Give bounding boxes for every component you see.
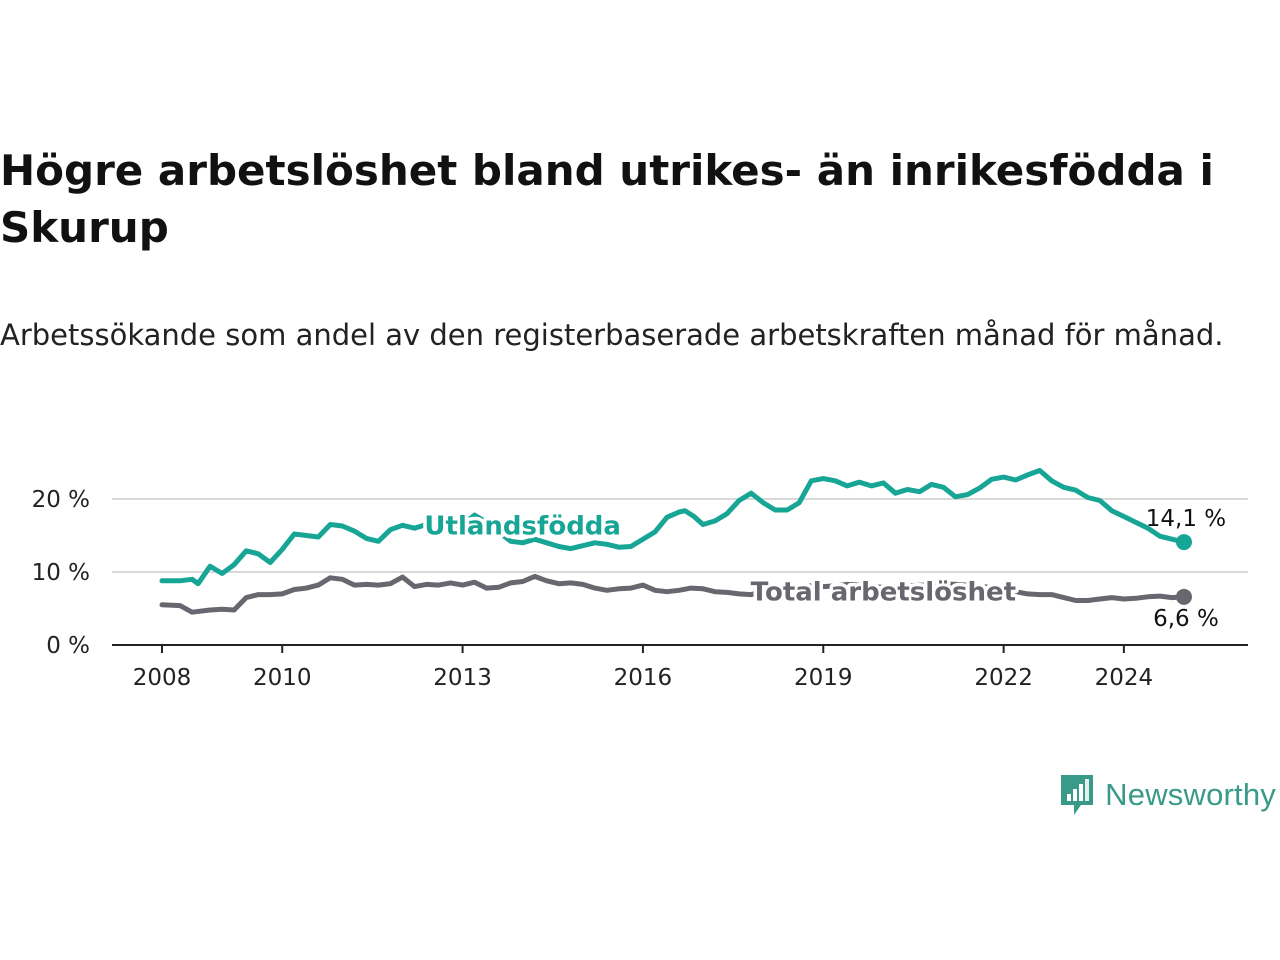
y-tick-label: 10 % xyxy=(32,560,90,586)
series-annotations: Utlandsfödda Total arbetslöshet xyxy=(421,508,1020,611)
gridlines xyxy=(112,498,1248,573)
y-tick-label: 20 % xyxy=(32,487,90,513)
chart-title: Högre arbetslöshet bland utrikes- än inr… xyxy=(0,146,1214,252)
x-tick-label: 2016 xyxy=(614,665,673,691)
x-axis-ticks: 2008 2010 2013 2016 2019 2022 2024 xyxy=(133,645,1153,691)
x-tick-label: 2013 xyxy=(433,665,492,691)
series-annotation-label: Total arbetslöshet xyxy=(751,577,1016,607)
newsworthy-logo-icon xyxy=(1061,775,1094,815)
x-tick-label: 2019 xyxy=(794,665,853,691)
series-end-value-label: 6,6 % xyxy=(1153,606,1219,632)
y-tick-label: 0 % xyxy=(46,633,90,659)
series-endpoint-marker xyxy=(1175,588,1192,605)
x-tick-label: 2010 xyxy=(253,665,312,691)
series-end-value-label: 14,1 % xyxy=(1146,506,1226,532)
brand-name: Newsworthy xyxy=(1105,777,1276,812)
brand-logo: Newsworthy xyxy=(1059,772,1276,818)
x-tick-label: 2022 xyxy=(974,665,1033,691)
series-lines xyxy=(159,468,1187,615)
series-line-utlandsfodda xyxy=(159,468,1187,587)
x-tick-label: 2008 xyxy=(133,665,192,691)
x-tick-label: 2024 xyxy=(1095,665,1154,691)
series-endpoints: 14,1 % 6,6 % xyxy=(1146,506,1226,632)
y-axis-ticks: 0 % 10 % 20 % xyxy=(32,487,90,659)
line-chart: 0 % 10 % 20 % 2008 2010 2013 2016 2019 2022 2024… xyxy=(32,468,1248,691)
chart-subtitle: Arbetssökande som andel av den registerb… xyxy=(0,318,1224,352)
series-annotation-label: Utlandsfödda xyxy=(424,512,621,542)
series-line-total xyxy=(159,573,1187,615)
series-endpoint-marker xyxy=(1175,534,1192,551)
